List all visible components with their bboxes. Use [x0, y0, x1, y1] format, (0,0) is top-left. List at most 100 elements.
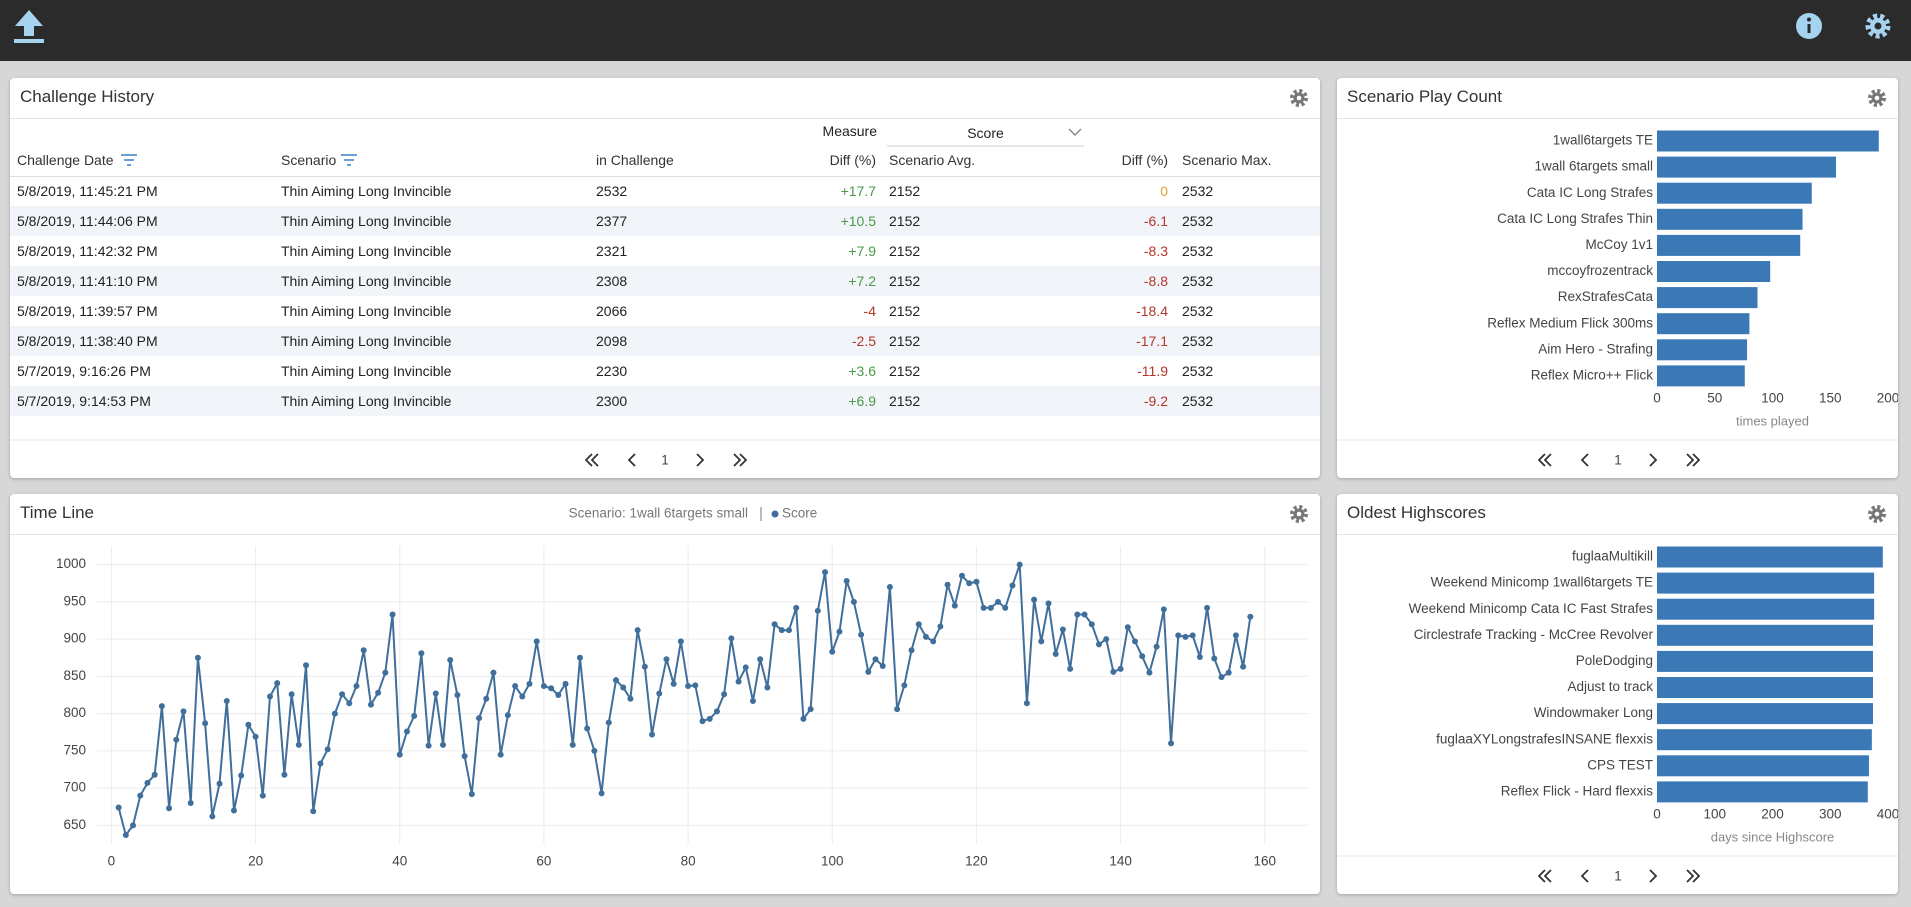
- info-button[interactable]: [1796, 13, 1822, 39]
- bar: [1657, 729, 1872, 751]
- data-point: [656, 690, 663, 697]
- table-cell: Thin Aiming Long Invincible: [281, 363, 452, 379]
- table-cell: 5/8/2019, 11:45:21 PM: [17, 183, 158, 199]
- column-header: Challenge Date: [17, 152, 114, 168]
- data-point: [620, 684, 627, 691]
- table-cell: 2152: [889, 243, 921, 259]
- data-point: [1045, 600, 1052, 607]
- panel-settings[interactable]: [1868, 89, 1886, 107]
- measure-select[interactable]: Score: [967, 125, 1004, 141]
- panel-header-border: [1337, 118, 1898, 119]
- data-point: [411, 712, 418, 719]
- pager-button[interactable]: [1686, 453, 1701, 467]
- bar: [1657, 598, 1875, 620]
- data-point: [303, 662, 310, 669]
- series-line: [117, 564, 1252, 838]
- table-cell: 2152: [889, 333, 921, 349]
- table-cell: 5/7/2019, 9:14:53 PM: [17, 393, 151, 409]
- data-point: [223, 697, 230, 704]
- category-label: 1wall6targets TE: [1553, 133, 1653, 148]
- data-point: [822, 569, 829, 576]
- bar: [1657, 624, 1873, 646]
- select-chevron: [1068, 128, 1082, 137]
- page-number: 1: [661, 453, 669, 468]
- data-point: [137, 792, 144, 799]
- data-point: [209, 813, 216, 820]
- table-cell: 2152: [889, 213, 921, 229]
- pager-button[interactable]: [1580, 453, 1589, 467]
- category-label: 1wall 6targets small: [1534, 159, 1653, 174]
- gear-teeth: [1290, 505, 1308, 523]
- bar: [1657, 182, 1812, 204]
- data-point: [1009, 582, 1016, 589]
- table-cell: +6.9: [848, 393, 876, 409]
- pager-button[interactable]: [696, 453, 705, 467]
- table-cell: 2532: [1182, 393, 1214, 409]
- data-point: [259, 792, 266, 799]
- category-label: mccoyfrozentrack: [1547, 263, 1653, 278]
- table-cell: 2308: [596, 273, 628, 289]
- pager-button[interactable]: [627, 453, 636, 467]
- data-point: [476, 715, 483, 722]
- data-point: [1074, 611, 1081, 618]
- top-icons: [14, 10, 1891, 43]
- pager-button[interactable]: [1537, 869, 1552, 883]
- data-point: [814, 607, 821, 614]
- pager-button[interactable]: [1537, 453, 1552, 467]
- gear-hole: [1874, 95, 1880, 101]
- chevron: [1692, 869, 1701, 883]
- pager-button[interactable]: [1686, 869, 1701, 883]
- category-label: Cata IC Long Strafes: [1527, 185, 1653, 200]
- data-point: [634, 627, 641, 634]
- panel-settings[interactable]: [1290, 89, 1308, 107]
- table-cell: -18.4: [1136, 303, 1168, 319]
- pager-button[interactable]: [584, 453, 599, 467]
- bar: [1657, 261, 1771, 282]
- data-point: [1110, 668, 1117, 675]
- data-point: [382, 669, 389, 676]
- data-point: [836, 628, 843, 635]
- settings-button[interactable]: [1865, 13, 1891, 39]
- gear-teeth: [1868, 505, 1886, 523]
- data-point: [310, 808, 317, 815]
- bar: [1657, 339, 1748, 361]
- data-point: [641, 663, 648, 670]
- x-tick-label: 80: [681, 854, 696, 869]
- table-cell: 2152: [889, 363, 921, 379]
- panel-settings[interactable]: [1290, 505, 1308, 523]
- chevron: [1686, 453, 1695, 467]
- data-point: [886, 583, 893, 590]
- pager-button[interactable]: [1649, 453, 1658, 467]
- data-point: [901, 682, 908, 689]
- data-point: [180, 708, 187, 715]
- pager-button[interactable]: [1649, 869, 1658, 883]
- pager-button[interactable]: [1580, 869, 1589, 883]
- data-point: [865, 668, 872, 675]
- data-point: [1204, 604, 1211, 611]
- data-point: [1168, 740, 1175, 747]
- data-point: [1095, 641, 1102, 648]
- pager-button[interactable]: [733, 453, 748, 467]
- data-point: [403, 728, 410, 735]
- x-axis-title: days since Highscore: [1711, 829, 1835, 844]
- row-stripe: [10, 326, 1320, 356]
- data-point: [685, 683, 692, 690]
- data-point: [1139, 653, 1146, 660]
- table-cell: 5/7/2019, 9:16:26 PM: [17, 363, 151, 379]
- x-tick-label: 140: [1109, 854, 1132, 869]
- upload-button[interactable]: [14, 10, 44, 43]
- panel-settings[interactable]: [1868, 505, 1886, 523]
- bar: [1657, 650, 1873, 672]
- x-tick-label: 100: [1761, 391, 1784, 406]
- panel-canvas: Scenario: 1wall 6targets small Score 650 70…: [56, 505, 1308, 869]
- bar: [1657, 208, 1803, 230]
- data-point: [375, 689, 382, 696]
- data-point: [757, 656, 764, 663]
- legend-label[interactable]: Score: [782, 506, 817, 521]
- y-tick-label: 800: [63, 705, 86, 720]
- legend-marker[interactable]: [771, 510, 779, 518]
- data-point: [699, 718, 706, 725]
- data-point: [151, 771, 158, 778]
- data-point: [937, 623, 944, 630]
- data-point: [540, 683, 547, 690]
